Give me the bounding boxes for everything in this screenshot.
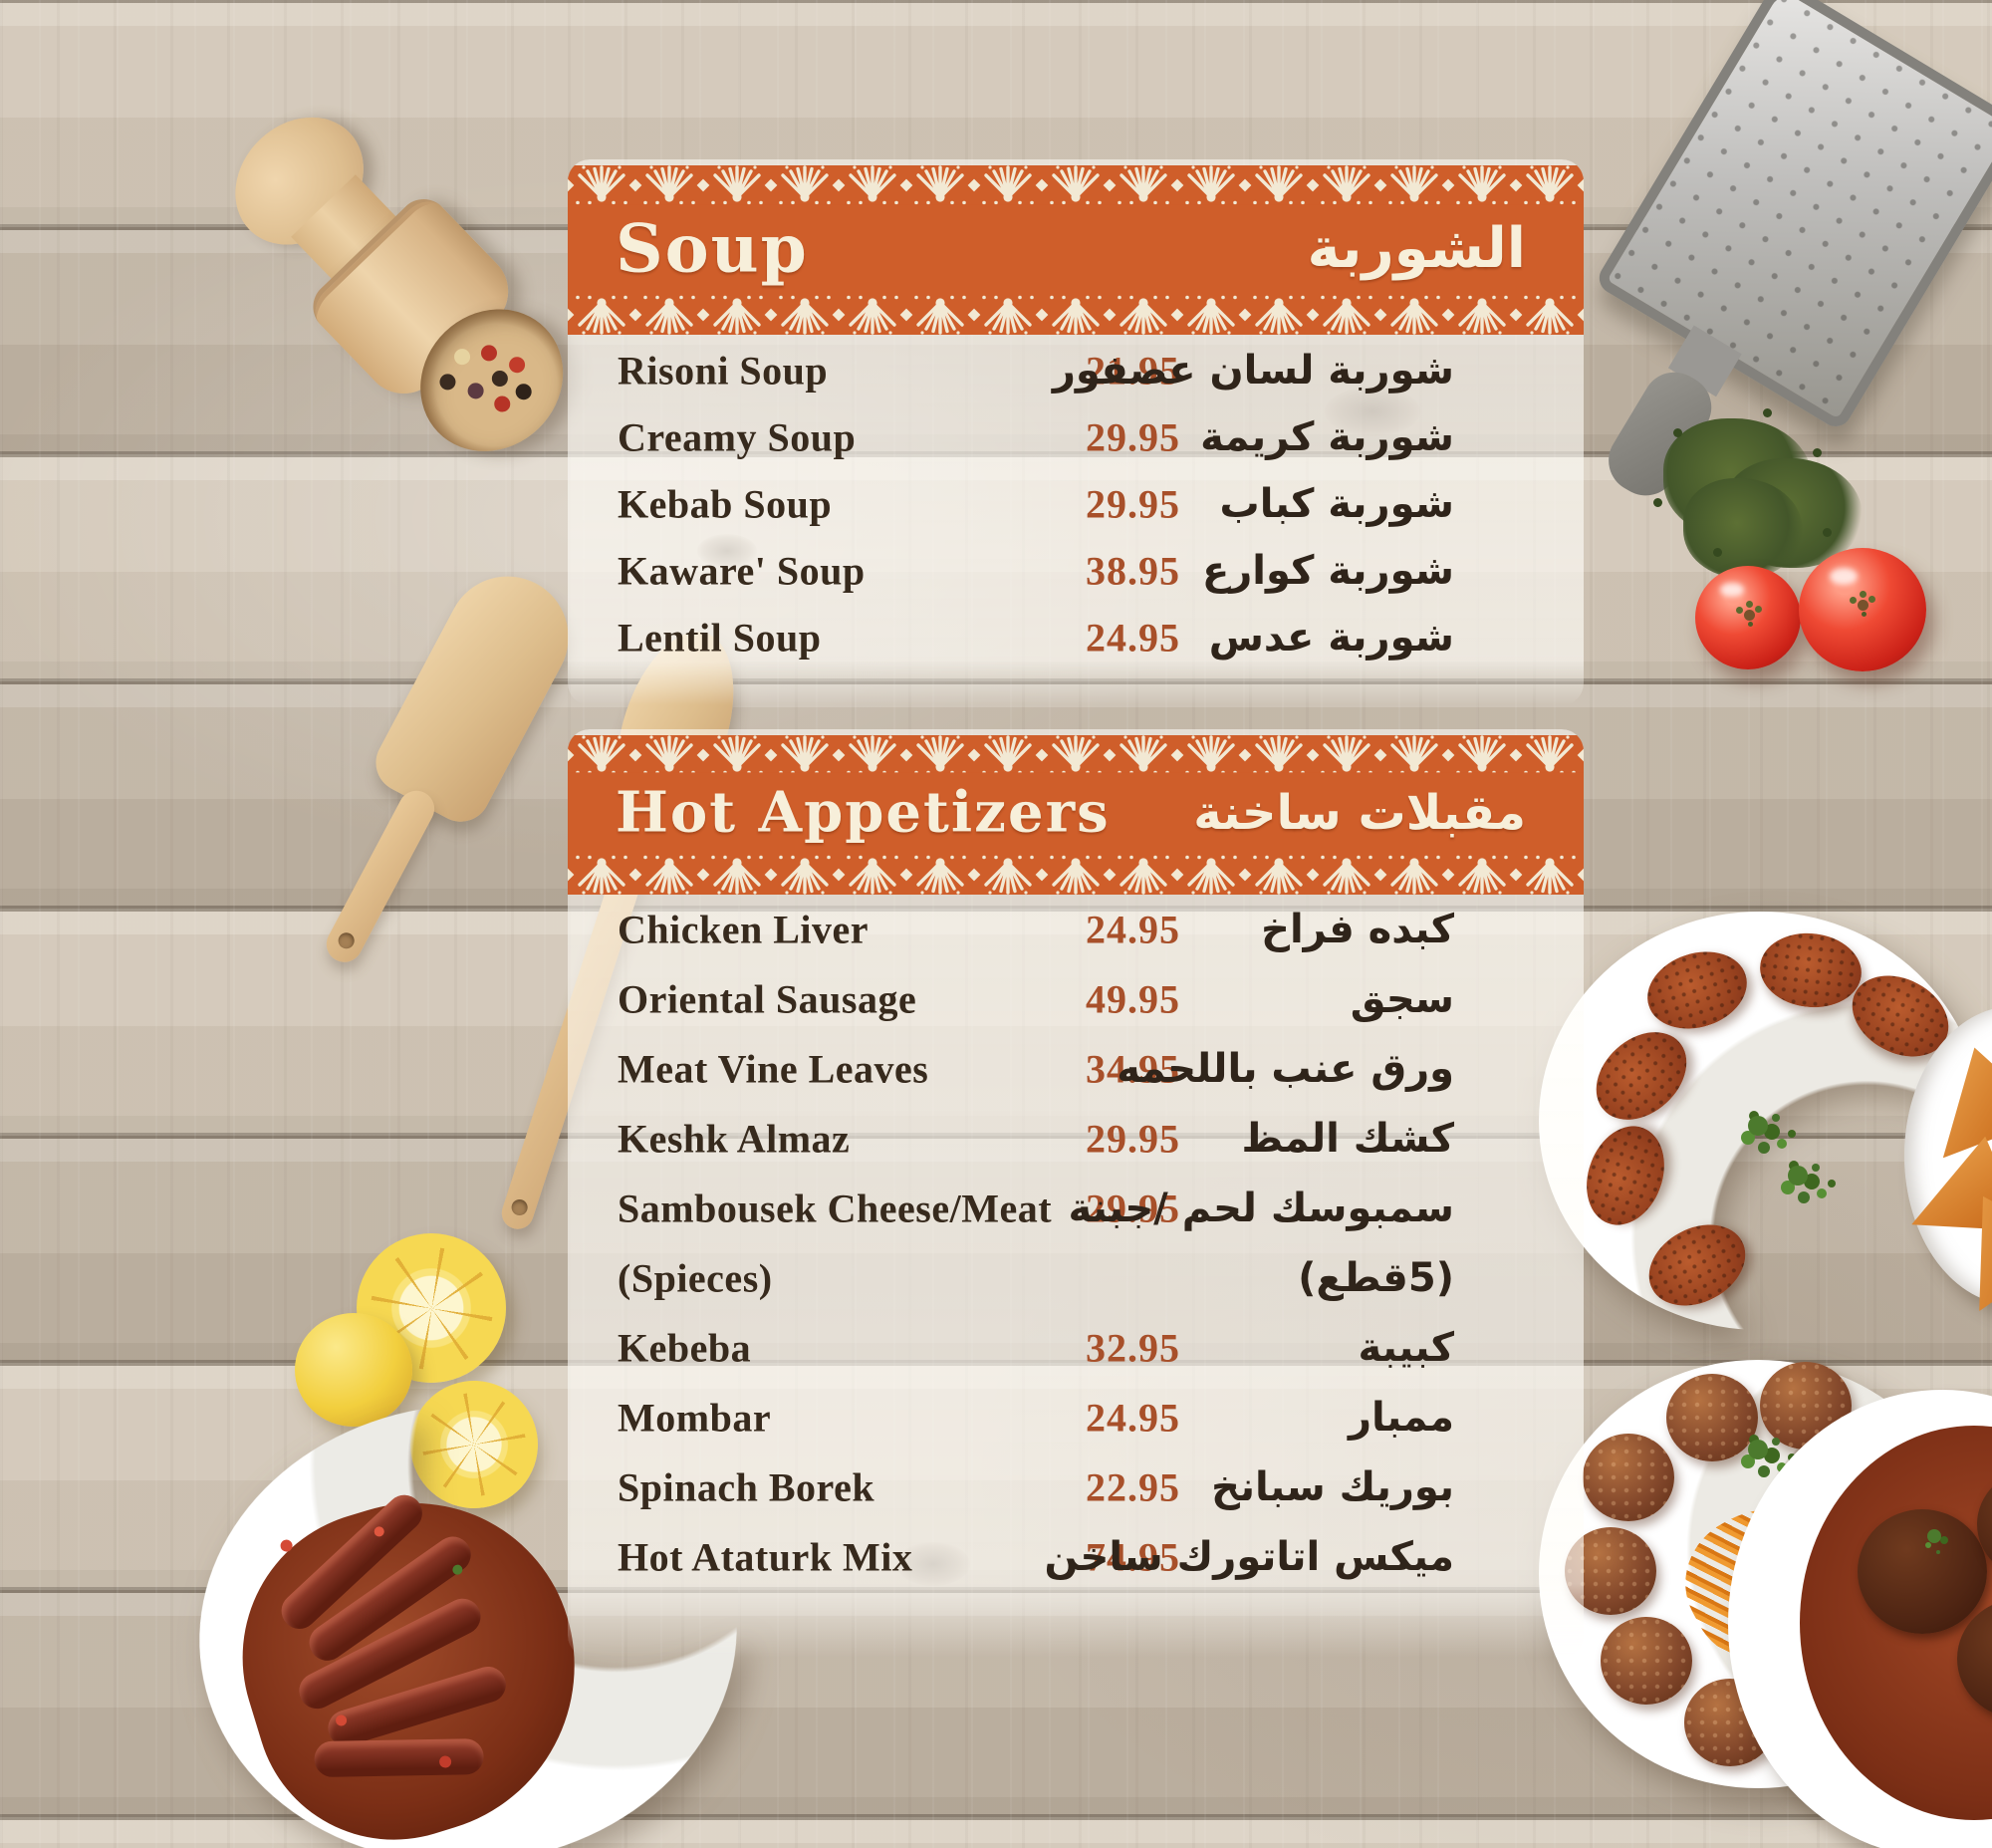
- item-name-en: Lentil Soup: [618, 615, 822, 660]
- menu-item-row: Risoni Soup 21.95 شوربة لسان عصفور: [568, 337, 1584, 403]
- soup-title-ar: الشوربة: [1307, 216, 1526, 282]
- herbs-photo: [1643, 389, 1882, 588]
- item-price: 38.95: [1086, 548, 1180, 593]
- soup-header-band: Soup الشوربة: [568, 205, 1584, 295]
- item-name-en: Creamy Soup: [618, 414, 857, 459]
- item-name-en: Hot Ataturk Mix: [618, 1534, 913, 1580]
- item-price: 49.95: [1086, 976, 1180, 1022]
- menu-item-row: Hot Ataturk Mix 74.95 ميكس اتاتورك ساخن: [568, 1522, 1584, 1592]
- menu-item-row: Meat Vine Leaves 34.95 ورق عنب باللحمه: [568, 1034, 1584, 1104]
- item-name-ar: شوربة كباب: [1219, 480, 1454, 527]
- item-price: 32.95: [1086, 1325, 1180, 1371]
- item-name-en: Keshk Almaz: [618, 1116, 851, 1162]
- item-price: 24.95: [1086, 615, 1180, 660]
- item-name-ar: سمبوسك لحم /جبنة: [1068, 1186, 1454, 1231]
- hot-appetizers-title-en: Hot Appetizers: [616, 779, 1111, 846]
- hot-appetizers-item-list: Chicken Liver 24.95 كبده فراخ Oriental Saus…: [568, 895, 1584, 1592]
- hot-appetizers-header-band: Hot Appetizers مقبلات ساخنة: [568, 773, 1584, 855]
- menu-item-row: Lentil Soup 24.95 شوربة عدس: [568, 604, 1584, 670]
- soup-title-en: Soup: [616, 209, 809, 288]
- item-name-en: Kaware' Soup: [618, 548, 866, 593]
- item-name-en: Risoni Soup: [618, 348, 829, 393]
- item-name-en: Chicken Liver: [618, 907, 870, 952]
- item-price: 24.95: [1086, 1395, 1180, 1441]
- hot-appetizers-section: Hot Appetizers مقبلات ساخنة Chicken Live…: [568, 729, 1584, 1658]
- item-subnote-en: (Spieces): [618, 1255, 773, 1301]
- menu-item-row: Spinach Borek 22.95 بوريك سبانخ: [568, 1452, 1584, 1522]
- lace-border-bottom: [568, 295, 1584, 335]
- menu-item-row: Creamy Soup 29.95 شوربة كريمة: [568, 403, 1584, 470]
- menu-item-row: Oriental Sausage 49.95 سجق: [568, 964, 1584, 1034]
- item-price: 29.95: [1086, 1116, 1180, 1162]
- item-name-en: Spinach Borek: [618, 1464, 875, 1510]
- item-price: 29.95: [1086, 414, 1180, 459]
- item-name-en: Oriental Sausage: [618, 976, 917, 1022]
- item-price: 22.95: [1086, 1464, 1180, 1510]
- item-name-ar: كبده فراخ: [1261, 907, 1454, 952]
- lemon-half-photo: [295, 1313, 412, 1427]
- item-price: 29.95: [1086, 481, 1180, 526]
- menu-item-row: Keshk Almaz 29.95 كشك المظ: [568, 1104, 1584, 1174]
- menu-item-row: Kaware' Soup 38.95 شوربة كوارع: [568, 537, 1584, 604]
- item-name-ar: شوربة كوارع: [1201, 547, 1454, 594]
- tomato-photo: [1695, 566, 1801, 669]
- samosa-plate-photo: [1904, 1006, 1992, 1305]
- item-name-ar: شوربة لسان عصفور: [1052, 347, 1454, 394]
- item-name-en: Kebab Soup: [618, 481, 833, 526]
- item-name-ar: سجق: [1350, 976, 1454, 1022]
- item-name-en: Mombar: [618, 1395, 772, 1441]
- hot-appetizers-title-ar: مقبلات ساخنة: [1193, 784, 1526, 841]
- menu-item-subrow: (Spieces) (5قطع): [568, 1243, 1584, 1313]
- item-price: 24.95: [1086, 907, 1180, 952]
- item-name-en: Sambousek Cheese/Meat: [618, 1186, 1053, 1231]
- item-name-ar: شوربة كريمة: [1200, 413, 1454, 460]
- soup-item-list: Risoni Soup 21.95 شوربة لسان عصفور Creamy S…: [568, 337, 1584, 670]
- menu-item-row: Kebeba 32.95 كبيبة: [568, 1313, 1584, 1383]
- lace-border-top: [568, 165, 1584, 205]
- item-name-ar: ميكس اتاتورك ساخن: [1044, 1534, 1454, 1580]
- item-name-ar: ورق عنب باللحمه: [1117, 1046, 1454, 1092]
- tomato-photo: [1799, 548, 1926, 671]
- item-price: 29.95: [1086, 1186, 1180, 1231]
- item-name-ar: شوربة عدس: [1208, 614, 1454, 660]
- lace-border-top: [568, 735, 1584, 775]
- item-price: 34.95: [1086, 1046, 1180, 1092]
- menu-item-row: Mombar 24.95 ممبار: [568, 1383, 1584, 1452]
- item-subnote-ar: (5قطع): [1298, 1255, 1454, 1301]
- lace-border-bottom: [568, 855, 1584, 895]
- item-name-ar: كشك المظ: [1241, 1116, 1454, 1162]
- item-name-en: Meat Vine Leaves: [618, 1046, 929, 1092]
- menu-item-row: Sambousek Cheese/Meat 29.95 سمبوسك لحم /جب…: [568, 1174, 1584, 1243]
- item-name-ar: كبيبة: [1358, 1325, 1454, 1371]
- item-price: 21.95: [1086, 348, 1180, 393]
- item-name-ar: ممبار: [1349, 1395, 1454, 1441]
- stew-bowl-photo: [1728, 1390, 1992, 1848]
- menu-item-row: Chicken Liver 24.95 كبده فراخ: [568, 895, 1584, 964]
- item-name-en: Kebeba: [618, 1325, 752, 1371]
- item-name-ar: بوريك سبانخ: [1211, 1464, 1454, 1510]
- menu-item-row: Kebab Soup 29.95 شوربة كباب: [568, 470, 1584, 537]
- soup-section: Soup الشوربة Risoni Soup 21.95 شوربة لسان …: [568, 159, 1584, 705]
- item-price: 74.95: [1086, 1534, 1180, 1580]
